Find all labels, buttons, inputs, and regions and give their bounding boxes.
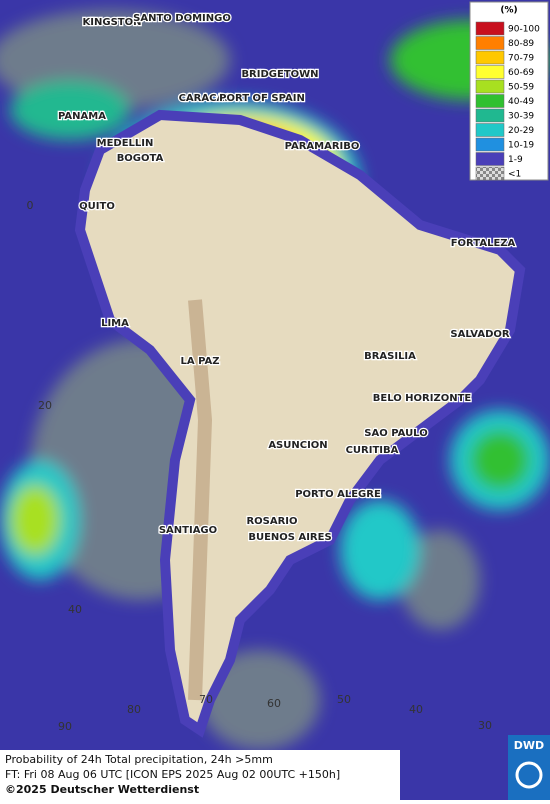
caption-box	[0, 750, 400, 800]
grid-label: 20	[38, 399, 52, 412]
grid-label: 40	[68, 603, 82, 616]
city-label: PORTO ALEGRE	[295, 489, 381, 500]
legend-label: 70-79	[508, 54, 534, 64]
grid-label: 70	[199, 693, 213, 706]
caption-line: Probability of 24h Total precipitation, …	[5, 753, 273, 766]
andes	[188, 299, 213, 701]
continent	[74, 109, 526, 738]
city-label: BELO HORIZONTE	[373, 393, 472, 404]
legend-label: 90-100	[508, 25, 540, 35]
legend-swatch	[475, 36, 505, 50]
grid-label: 90	[58, 720, 72, 733]
city-label: MEDELLIN	[97, 138, 154, 149]
legend-swatch	[475, 50, 505, 65]
city-label: BRASILIA	[364, 351, 416, 362]
legend-label: 40-49	[508, 97, 534, 107]
city-label: KINGSTON	[83, 17, 142, 28]
city-label: ROSARIO	[246, 516, 297, 527]
legend-label: <1	[508, 170, 521, 180]
city-label: QUITO	[79, 201, 115, 212]
legend-swatch	[475, 123, 505, 137]
legend-swatch	[475, 108, 505, 123]
city-label: BRIDGETOWN	[241, 69, 318, 80]
city-label: PANAMA	[58, 111, 106, 122]
city-label: PORT OF SPAIN	[219, 93, 305, 104]
city-label: PARAMARIBO	[285, 141, 360, 152]
city-label: SALVADOR	[450, 329, 510, 340]
city-label: LIMA	[101, 318, 129, 329]
city-label: LA PAZ	[181, 356, 220, 367]
legend-label: 50-59	[508, 83, 534, 93]
legend-swatch	[475, 79, 505, 94]
logo-icon	[515, 761, 543, 789]
caption-line: FT: Fri 08 Aug 06 UTC [ICON EPS 2025 Aug…	[5, 768, 340, 781]
city-label: BUENOS AIRES	[248, 532, 331, 543]
grid-label: 0	[27, 199, 34, 212]
legend-label: 20-29	[508, 126, 534, 136]
legend-label: 60-69	[508, 68, 534, 78]
city-label: SANTIAGO	[159, 525, 217, 536]
city-label: BOGOTA	[117, 153, 164, 164]
grid-label: 50	[337, 693, 351, 706]
grid-label: 60	[267, 697, 281, 710]
logo: DWD	[514, 739, 544, 752]
logo-box	[508, 735, 550, 800]
legend-swatch	[475, 94, 505, 108]
legend-swatch	[475, 166, 505, 181]
grid-label: 80	[127, 703, 141, 716]
grid-label: 40	[409, 703, 423, 716]
legend-title: (%)	[500, 6, 517, 16]
legend-label: 30-39	[508, 112, 534, 122]
legend-swatch	[475, 137, 505, 152]
legend-swatch	[475, 21, 505, 36]
city-label: ASUNCION	[268, 440, 327, 451]
city-label: CARACAS	[179, 93, 232, 104]
grid-label: 30	[478, 719, 492, 732]
legend-swatch	[475, 65, 505, 79]
legend-label: 1-9	[508, 155, 523, 165]
city-label: SAO PAULO	[364, 428, 427, 439]
legend-label: 80-89	[508, 39, 534, 49]
caption-line: ©2025 Deutscher Wetterdienst	[5, 783, 199, 796]
legend-swatch	[475, 152, 505, 166]
city-label: SANTO DOMINGO	[133, 13, 231, 24]
city-label: FORTALEZA	[451, 238, 516, 249]
legend-label: 10-19	[508, 141, 534, 151]
city-label: CURITIBA	[346, 445, 399, 456]
